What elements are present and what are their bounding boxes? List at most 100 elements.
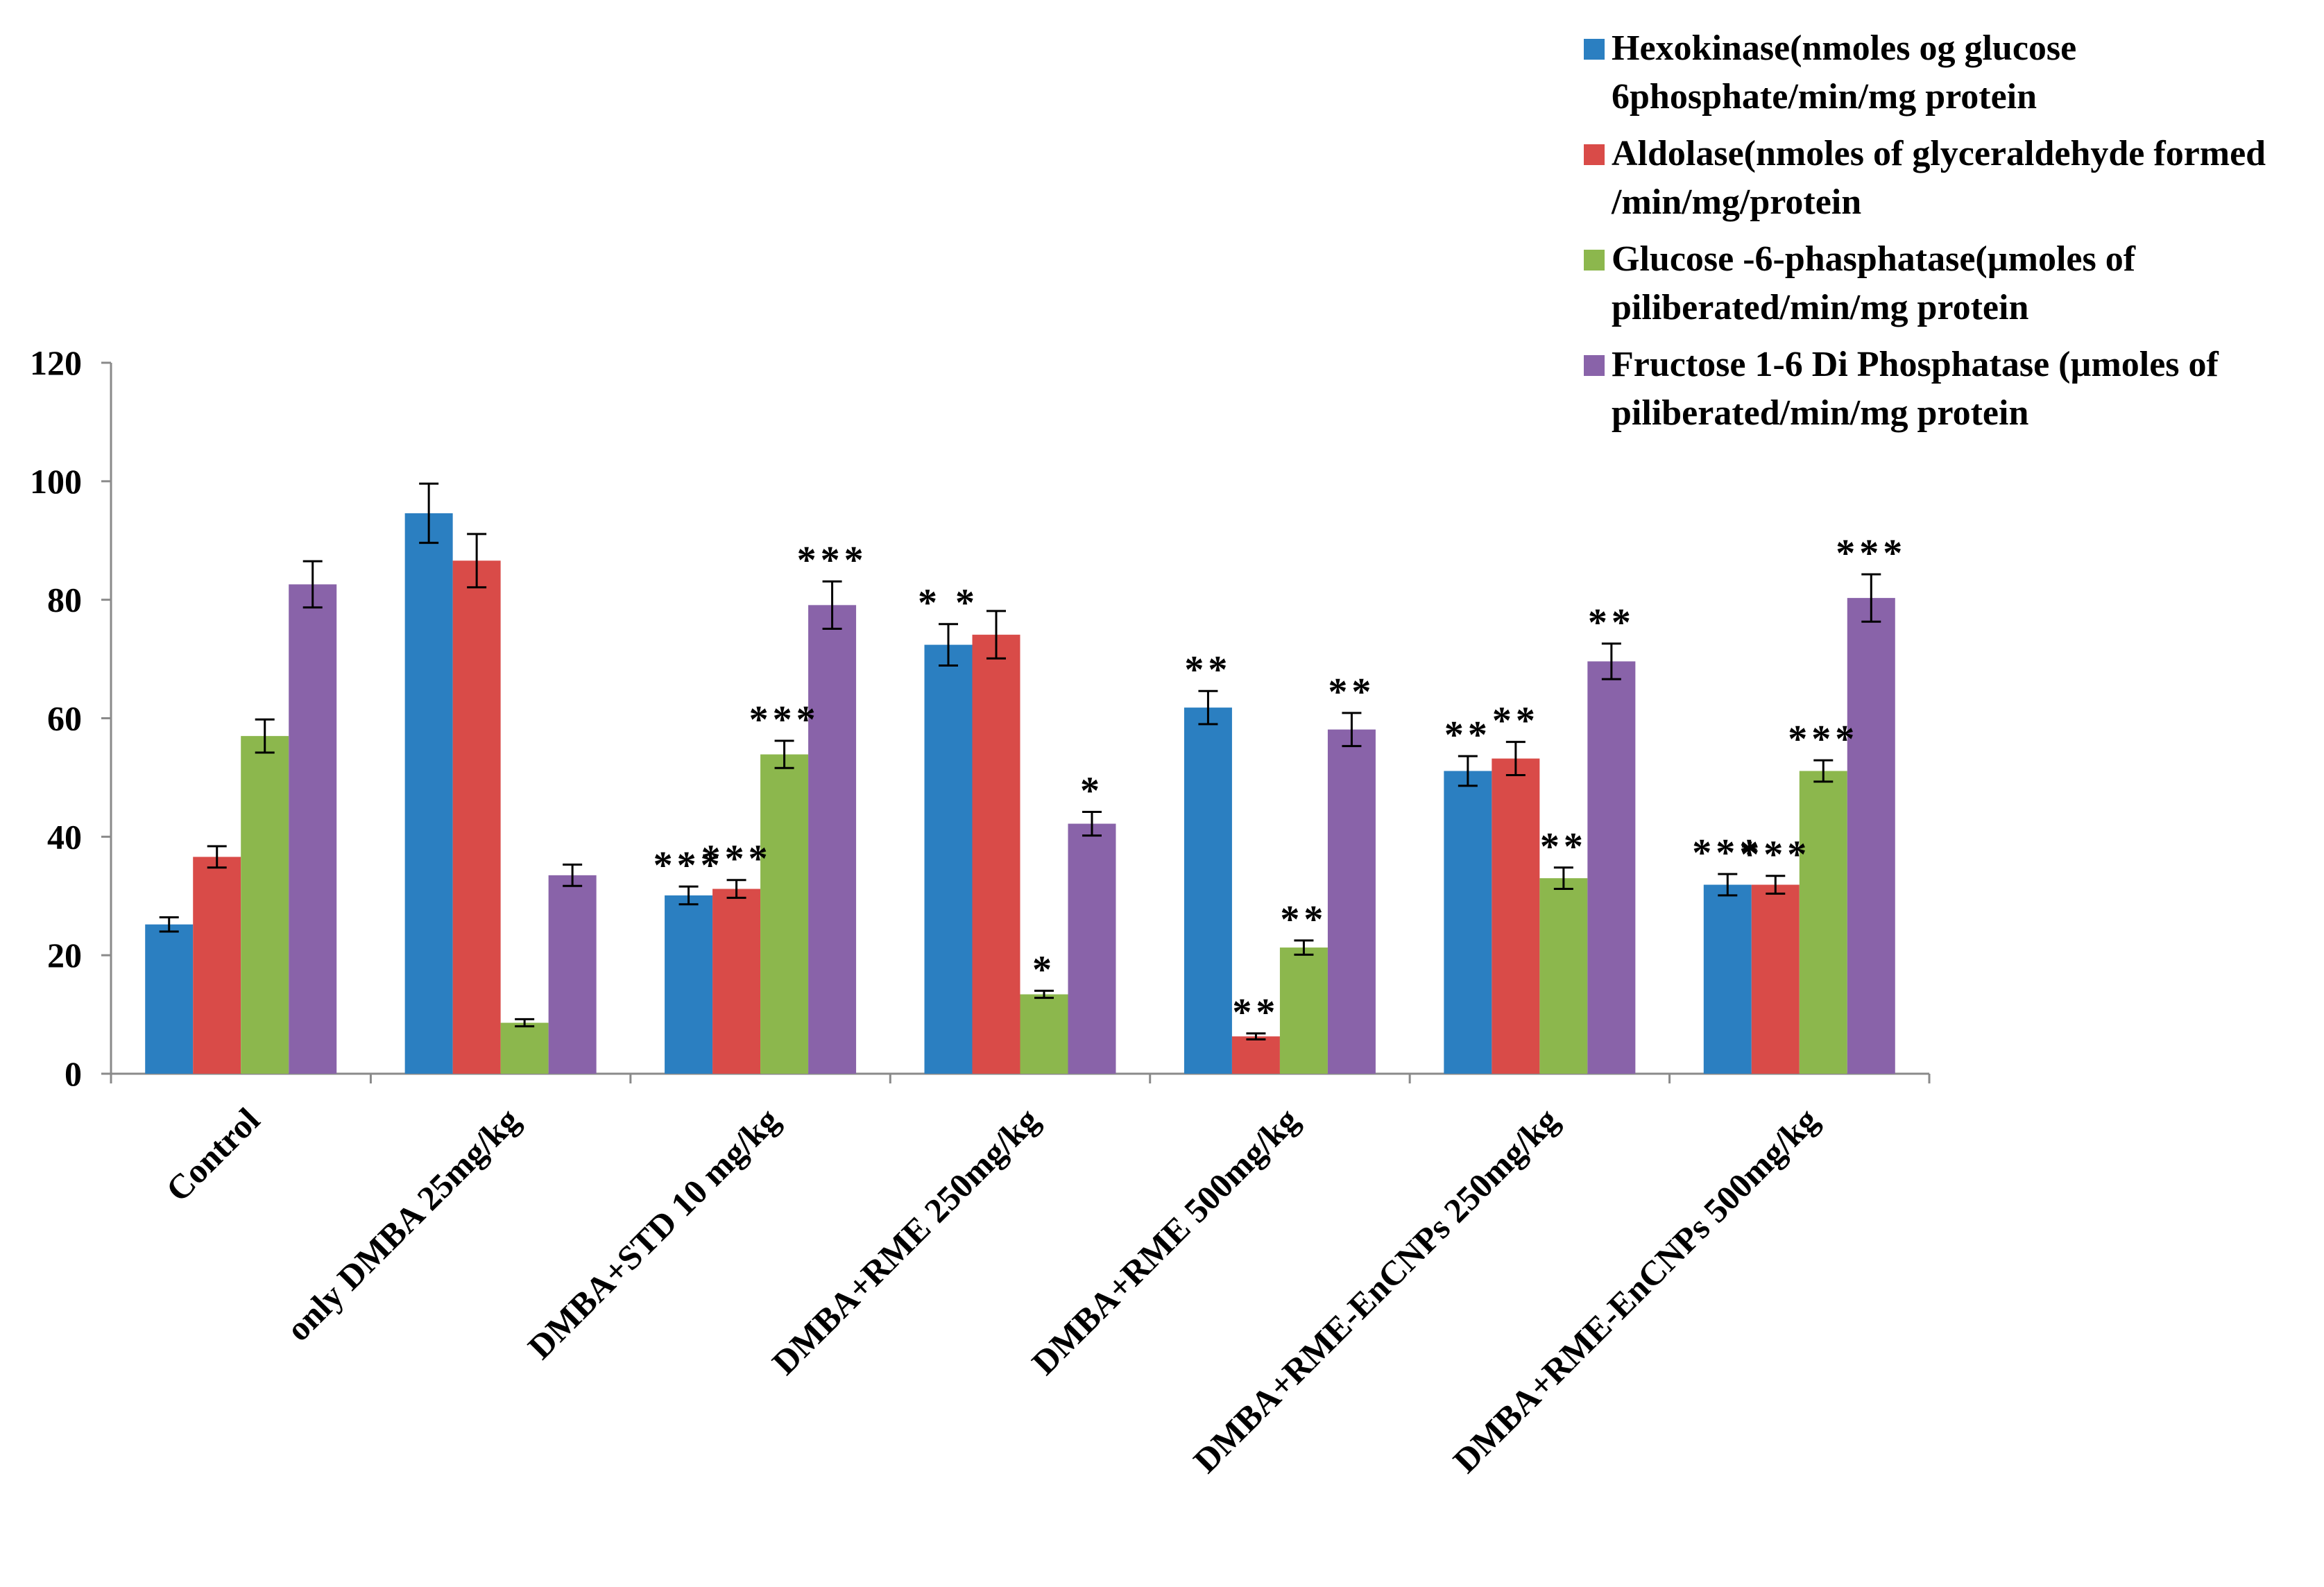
- bar: [500, 1022, 549, 1074]
- error-bar: [1458, 755, 1478, 787]
- legend-label: piliberated/min/mg protein: [1612, 288, 2028, 327]
- error-bar: [1505, 741, 1526, 776]
- legend-swatch: [1584, 39, 1605, 60]
- error-bar: [986, 610, 1006, 660]
- error-bar: [1718, 873, 1738, 897]
- bar: [1279, 947, 1328, 1074]
- bar: [145, 924, 194, 1074]
- error-bar: [726, 879, 746, 899]
- bar: [1444, 771, 1492, 1074]
- error-bar: [1246, 1032, 1266, 1040]
- bar: [548, 875, 597, 1074]
- error-bar: [1342, 712, 1362, 748]
- significance-label: ***: [701, 838, 772, 881]
- legend-swatch: [1584, 355, 1605, 376]
- category-label: Control: [158, 1100, 267, 1209]
- error-bar: [467, 533, 487, 589]
- category-label: DMBA+RME 500mg/kg: [1024, 1100, 1306, 1382]
- significance-label: ***: [1740, 834, 1811, 877]
- error-bars: [159, 482, 1881, 1040]
- significance-label: *: [1080, 769, 1104, 812]
- bar: [1184, 707, 1232, 1074]
- y-tick-label: 20: [47, 936, 82, 975]
- bar: [1703, 884, 1752, 1074]
- significance-label: ***: [1836, 532, 1906, 575]
- y-tick-label: 40: [47, 817, 82, 856]
- error-bar: [1082, 810, 1102, 837]
- bar: [712, 889, 761, 1074]
- legend-label: piliberated/min/mg protein: [1612, 393, 2028, 433]
- error-bar: [1034, 989, 1054, 1000]
- bar: [1847, 598, 1895, 1074]
- bar: [1231, 1036, 1280, 1074]
- legend-swatch: [1584, 144, 1605, 165]
- bar: [760, 754, 809, 1074]
- significance-label: *: [1032, 948, 1056, 991]
- error-bar: [1601, 642, 1621, 680]
- error-bar: [255, 718, 275, 754]
- error-bar: [1766, 875, 1786, 895]
- bar: [1327, 729, 1376, 1074]
- bar: [289, 584, 337, 1074]
- significance-label: **: [1540, 825, 1587, 868]
- legend-label: Aldolase(nmoles of glyceraldehyde formed: [1612, 134, 2266, 173]
- significance-label: **: [1184, 649, 1231, 692]
- legend: Hexokinase(nmoles og glucose 6phosphate/m…: [1584, 28, 2266, 433]
- significance-label: ***: [653, 844, 724, 887]
- error-bar: [774, 739, 794, 769]
- category-label: DMBA+RME 250mg/kg: [764, 1100, 1046, 1382]
- bar: [452, 560, 501, 1074]
- significance-label: ***: [749, 698, 820, 741]
- category-label: DMBA+STD 10 mg/kg: [520, 1100, 787, 1366]
- significance-label: ***: [797, 539, 868, 582]
- error-bar: [822, 580, 842, 630]
- error-bar: [939, 623, 958, 667]
- significance-annotations: **** ***********************************…: [653, 532, 1906, 1034]
- significance-label: * *: [918, 582, 979, 625]
- bar: [1539, 878, 1588, 1074]
- y-tick-label: 120: [30, 343, 82, 382]
- significance-label: **: [1232, 991, 1279, 1034]
- legend-label: Hexokinase(nmoles og glucose: [1612, 28, 2076, 68]
- y-ticks: 0 20 40 60 80 100 120: [30, 343, 111, 1093]
- bar: [193, 857, 241, 1074]
- error-bar: [302, 560, 323, 609]
- error-bar: [1861, 573, 1881, 623]
- significance-label: ***: [1788, 718, 1859, 761]
- significance-label: **: [1280, 898, 1327, 941]
- significance-label: **: [1328, 671, 1375, 714]
- category-label: only DMBA 25mg/kg: [279, 1100, 527, 1348]
- error-bar: [1813, 759, 1834, 783]
- error-bar: [1553, 866, 1573, 890]
- bar: [924, 644, 973, 1074]
- bar: [1799, 771, 1847, 1074]
- error-bar: [1198, 689, 1218, 726]
- legend-item: Glucose -6-phasphatase(µmoles of pilibera…: [1584, 239, 2136, 327]
- legend-item: Aldolase(nmoles of glyceraldehyde formed…: [1584, 134, 2266, 222]
- significance-label: **: [1588, 601, 1635, 644]
- bar: [1020, 994, 1068, 1074]
- bar: [1068, 823, 1116, 1074]
- significance-label: ***: [1692, 832, 1763, 875]
- bar: [972, 635, 1020, 1074]
- error-bar: [563, 863, 583, 887]
- significance-label: **: [1492, 700, 1539, 743]
- significance-label: **: [1444, 714, 1492, 757]
- y-tick-label: 60: [47, 699, 82, 738]
- bar: [1751, 884, 1800, 1074]
- bar: [808, 605, 857, 1074]
- x-ticks: [110, 1074, 1931, 1083]
- legend-item: Fructose 1-6 Di Phosphatase (µmoles of pi…: [1584, 345, 2219, 433]
- legend-item: Hexokinase(nmoles og glucose 6phosphate/m…: [1584, 28, 2076, 117]
- error-bar: [207, 845, 227, 869]
- error-bar: [1294, 939, 1314, 956]
- bar: [1492, 758, 1540, 1074]
- legend-label: 6phosphate/min/mg protein: [1612, 77, 2037, 117]
- error-bar: [419, 482, 439, 544]
- bar: [1587, 661, 1636, 1074]
- bars: [145, 513, 1895, 1074]
- bar: [404, 513, 453, 1074]
- y-tick-label: 0: [65, 1054, 82, 1093]
